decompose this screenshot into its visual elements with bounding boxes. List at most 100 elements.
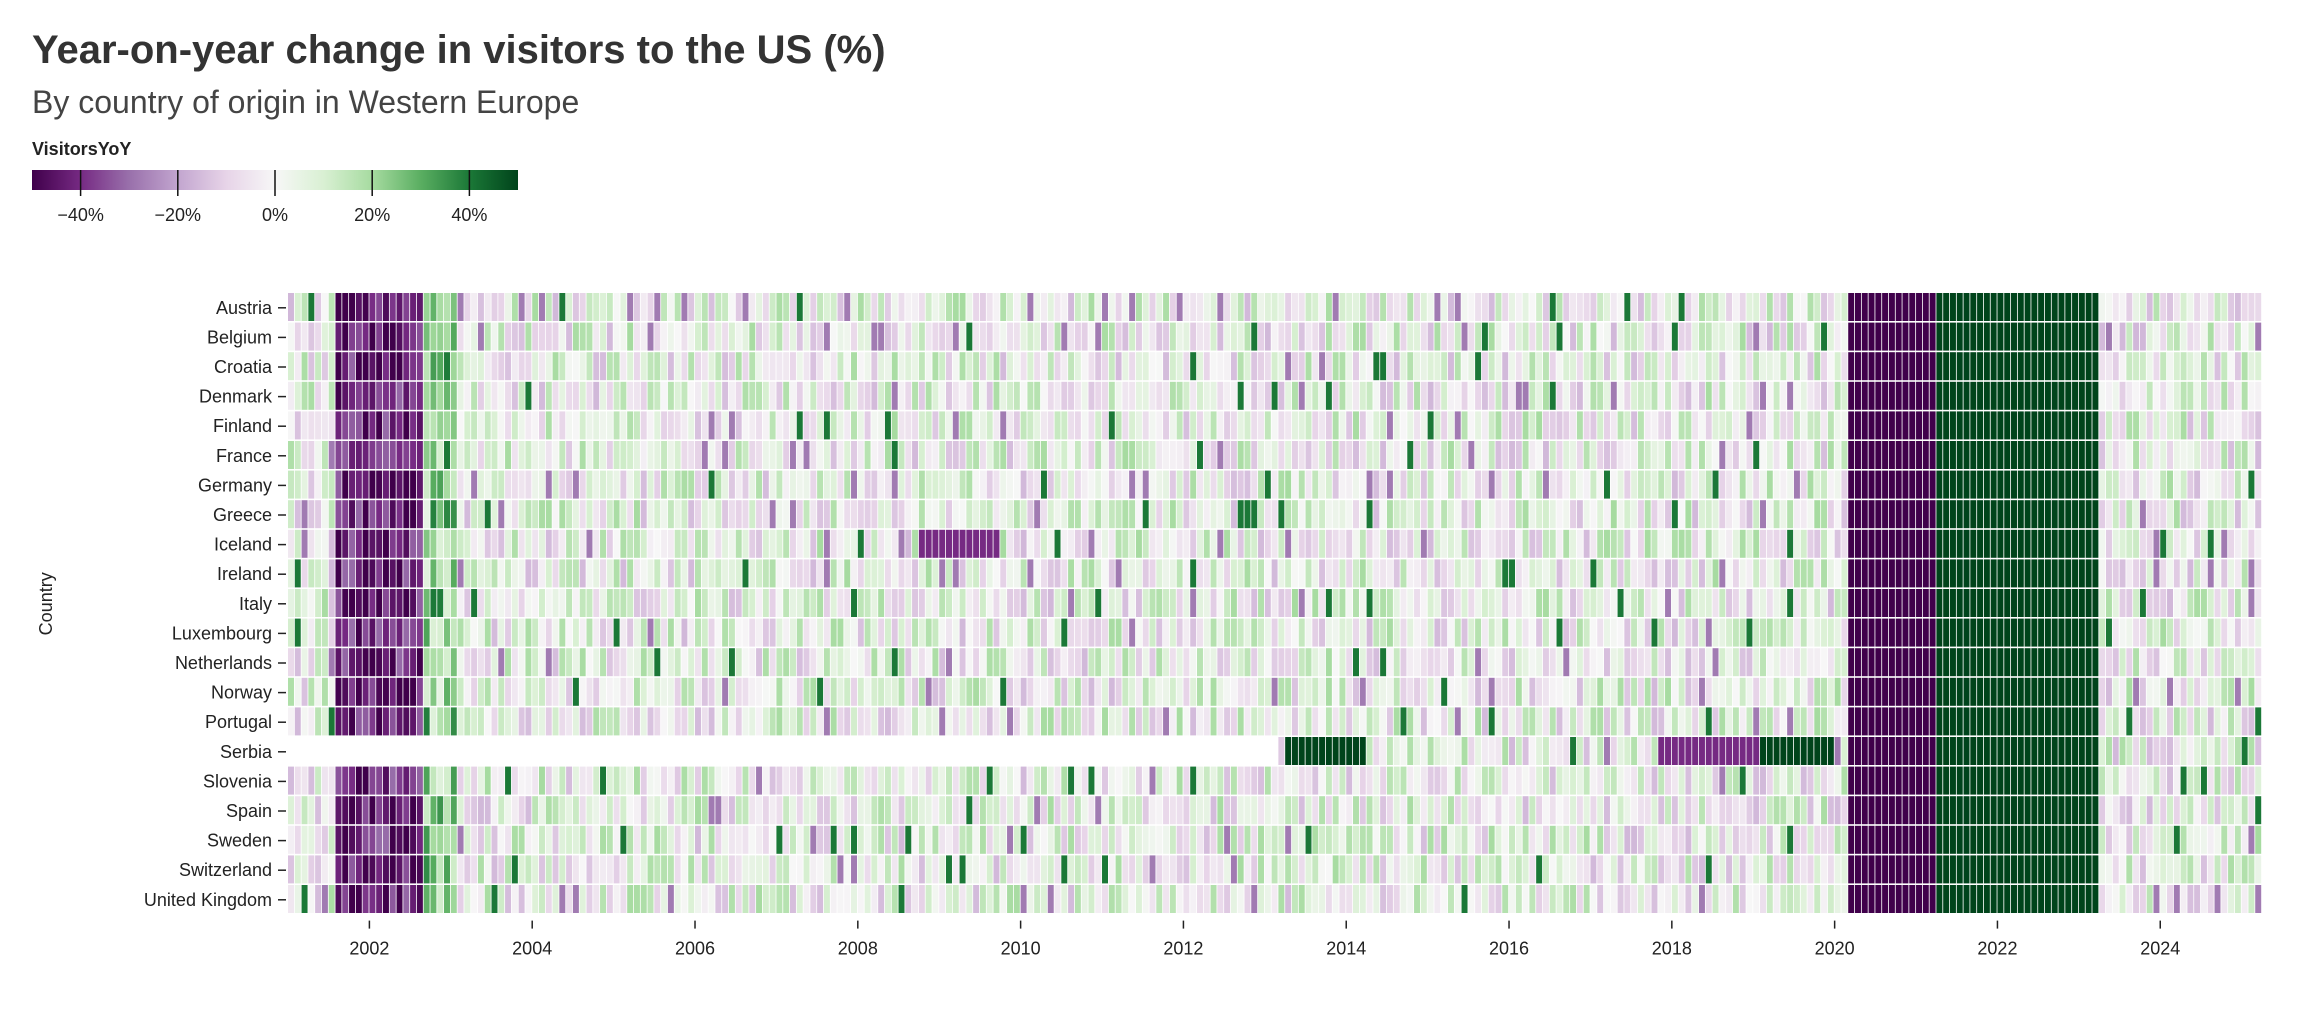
heatmap-cell [349, 766, 356, 795]
heatmap-cell [1488, 618, 1495, 647]
heatmap-cell [2065, 500, 2072, 529]
heatmap-cell [1888, 677, 1895, 706]
heatmap-cell [1135, 293, 1142, 321]
heatmap-cell [2160, 293, 2167, 321]
heatmap-cell [410, 618, 417, 647]
heatmap-cell [1570, 559, 1577, 588]
heatmap-cell [1163, 529, 1170, 558]
heatmap-cell [1081, 648, 1088, 677]
heatmap-cell [1047, 441, 1054, 469]
heatmap-cell [1312, 529, 1319, 558]
heatmap-cell [1624, 322, 1631, 351]
heatmap-cell [2004, 441, 2011, 469]
heatmap-cell [1129, 677, 1136, 706]
heatmap-cell [1095, 618, 1102, 647]
heatmap-cell [572, 618, 579, 647]
heatmap-cell [1325, 322, 1332, 351]
heatmap-cell [2214, 381, 2221, 410]
heatmap-cell [410, 411, 417, 440]
heatmap-cell [2092, 677, 2099, 706]
heatmap-cell [2112, 707, 2119, 736]
heatmap-cell [2058, 322, 2065, 351]
heatmap-cell [1515, 381, 1522, 410]
heatmap-cell [1366, 352, 1373, 381]
heatmap-cell [2004, 737, 2011, 765]
heatmap-cell [884, 707, 891, 736]
heatmap-cell [1258, 677, 1265, 706]
heatmap-cell [627, 411, 634, 440]
heatmap-cell [2194, 559, 2201, 588]
heatmap-cell [864, 677, 871, 706]
heatmap-cell [1081, 500, 1088, 529]
heatmap-cell [606, 322, 613, 351]
heatmap-cell [1502, 322, 1509, 351]
heatmap-cell [1943, 589, 1950, 617]
heatmap-cell [1936, 411, 1943, 440]
heatmap-cell [1909, 381, 1916, 410]
heatmap-cell [1542, 293, 1549, 321]
heatmap-cell [328, 766, 335, 795]
heatmap-cell [681, 589, 688, 617]
heatmap-cell [1841, 618, 1848, 647]
heatmap-cell [355, 411, 362, 440]
heatmap-cell [1637, 381, 1644, 410]
heatmap-cell [1000, 589, 1007, 617]
heatmap-cell [912, 648, 919, 677]
heatmap-cell [1251, 411, 1258, 440]
heatmap-cell [871, 766, 878, 795]
heatmap-cell [2085, 589, 2092, 617]
heatmap-cell [315, 707, 322, 736]
heatmap-cell [1631, 441, 1638, 469]
heatmap-cell [2031, 677, 2038, 706]
heatmap-cell [1570, 411, 1577, 440]
heatmap-cell [1821, 529, 1828, 558]
heatmap-cell [566, 559, 573, 588]
heatmap-cell [1264, 559, 1271, 588]
heatmap-cell [437, 589, 444, 617]
heatmap-cell [1678, 500, 1685, 529]
heatmap-cell [1088, 381, 1095, 410]
heatmap-cell [1298, 381, 1305, 410]
heatmap-cell [1970, 470, 1977, 499]
heatmap-cell [1149, 381, 1156, 410]
heatmap-cell [1787, 766, 1794, 795]
heatmap-cell [1732, 648, 1739, 677]
heatmap-cell [389, 589, 396, 617]
heatmap-cell [1841, 648, 1848, 677]
heatmap-cell [1088, 677, 1095, 706]
heatmap-cell [437, 796, 444, 825]
heatmap-cell [1475, 707, 1482, 736]
heatmap-cell [2160, 352, 2167, 381]
heatmap-cell [430, 441, 437, 469]
heatmap-cell [918, 766, 925, 795]
heatmap-cell [1271, 470, 1278, 499]
heatmap-cell [1325, 589, 1332, 617]
heatmap-cell [2167, 411, 2174, 440]
heatmap-cell [1970, 618, 1977, 647]
heatmap-cell [1997, 500, 2004, 529]
heatmap-cell [1203, 381, 1210, 410]
heatmap-cell [2228, 293, 2235, 321]
heatmap-cell [1563, 618, 1570, 647]
heatmap-cell [2092, 559, 2099, 588]
heatmap-cell [1597, 648, 1604, 677]
heatmap-cell [1264, 618, 1271, 647]
heatmap-cell [1420, 352, 1427, 381]
heatmap-cell [1081, 618, 1088, 647]
heatmap-cell [1854, 470, 1861, 499]
heatmap-cell [1224, 589, 1231, 617]
heatmap-cell [728, 352, 735, 381]
heatmap-cell [993, 707, 1000, 736]
heatmap-cell [2038, 293, 2045, 321]
heatmap-cell [939, 322, 946, 351]
heatmap-cell [376, 677, 383, 706]
heatmap-cell [471, 441, 478, 469]
heatmap-cell [450, 618, 457, 647]
heatmap-cell [1651, 500, 1658, 529]
heatmap-cell [2004, 559, 2011, 588]
heatmap-cell [1977, 293, 1984, 321]
heatmap-cell [321, 411, 328, 440]
heatmap-cell [627, 322, 634, 351]
heatmap-cell [1305, 322, 1312, 351]
heatmap-cell [1882, 322, 1889, 351]
